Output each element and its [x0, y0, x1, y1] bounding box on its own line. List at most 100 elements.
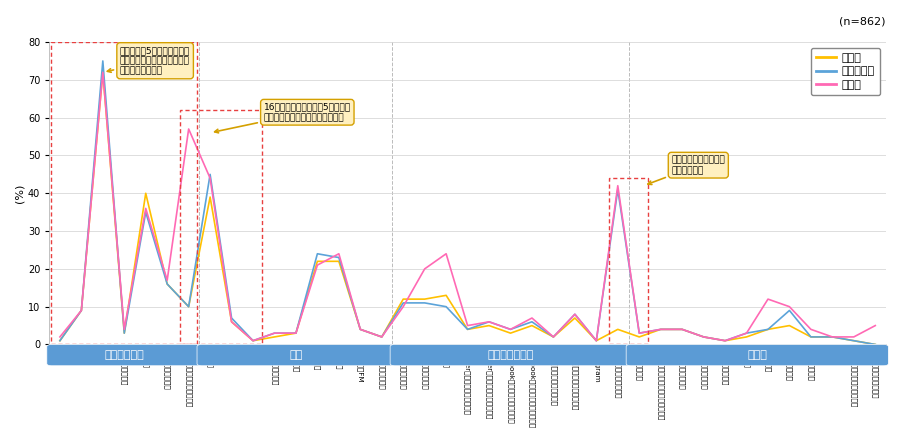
- Text: 時間がたっても利用数
が変化しない: 時間がたっても利用数 が変化しない: [648, 155, 725, 184]
- 復旧期: [762, 296, 773, 302]
- 応急対応期: [869, 342, 880, 347]
- 応急対応期: [655, 326, 666, 332]
- 復旧期: [720, 338, 731, 343]
- 発災時: [827, 334, 838, 340]
- 発災時: [805, 334, 816, 340]
- 復旧期: [248, 338, 259, 343]
- 発災時: [76, 308, 86, 313]
- 発災時: [419, 296, 430, 302]
- Text: その他: その他: [747, 350, 767, 360]
- 発災時: [119, 330, 130, 336]
- 復旧期: [742, 330, 752, 336]
- 復旧期: [97, 70, 108, 75]
- 応急対応期: [548, 334, 559, 340]
- 発災時: [720, 338, 731, 343]
- 復旧期: [377, 334, 387, 340]
- 復旧期: [633, 330, 644, 336]
- 応急対応期: [141, 210, 151, 215]
- 応急対応期: [183, 304, 194, 309]
- 復旧期: [76, 308, 86, 313]
- 発災時: [698, 334, 709, 340]
- 発災時: [355, 326, 366, 332]
- Bar: [51, 42, 197, 345]
- Text: 電話・メール: 電話・メール: [105, 350, 144, 360]
- 復旧期: [119, 326, 130, 332]
- 応急対応期: [613, 187, 623, 192]
- 復旧期: [419, 266, 430, 272]
- 応急対応期: [333, 255, 344, 260]
- 発災時: [441, 293, 451, 298]
- 応急対応期: [312, 251, 323, 256]
- 応急対応期: [762, 326, 773, 332]
- 応急対応期: [462, 326, 473, 332]
- 復旧期: [505, 326, 516, 332]
- 発災時: [484, 323, 495, 328]
- 応急対応期: [97, 58, 108, 64]
- Text: 放送: 放送: [289, 350, 303, 360]
- Bar: [609, 178, 648, 345]
- 発災時: [762, 326, 773, 332]
- 発災時: [333, 259, 344, 264]
- 応急対応期: [784, 308, 795, 313]
- Y-axis label: (%): (%): [15, 183, 25, 203]
- 復旧期: [269, 330, 280, 336]
- 発災時: [462, 326, 473, 332]
- 応急対応期: [484, 319, 495, 324]
- 発災時: [677, 326, 687, 332]
- 復旧期: [54, 334, 65, 340]
- 応急対応期: [827, 334, 838, 340]
- 発災時: [97, 70, 108, 75]
- 復旧期: [849, 334, 860, 340]
- 応急対応期: [162, 281, 173, 287]
- 復旧期: [591, 338, 602, 343]
- 発災時: [526, 323, 537, 328]
- 応急対応期: [226, 315, 237, 321]
- 発災時: [269, 334, 280, 340]
- 復旧期: [226, 319, 237, 324]
- 復旧期: [698, 334, 709, 340]
- 応急対応期: [677, 326, 687, 332]
- 発災時: [377, 334, 387, 340]
- 発災時: [548, 334, 559, 340]
- 発災時: [613, 326, 623, 332]
- 発災時: [591, 338, 602, 343]
- 応急対応期: [54, 338, 65, 343]
- 発災時: [162, 281, 173, 287]
- 応急対応期: [398, 300, 409, 306]
- 復旧期: [677, 326, 687, 332]
- 発災時: [141, 190, 151, 196]
- 復旧期: [548, 334, 559, 340]
- 応急対応期: [248, 338, 259, 343]
- 応急対応期: [269, 330, 280, 336]
- 発災時: [569, 315, 580, 321]
- Text: インターネット: インターネット: [487, 350, 533, 360]
- 復旧期: [784, 304, 795, 309]
- 復旧期: [162, 278, 173, 283]
- 復旧期: [827, 334, 838, 340]
- 応急対応期: [290, 330, 301, 336]
- 発災時: [54, 338, 65, 343]
- 復旧期: [484, 319, 495, 324]
- 復旧期: [869, 323, 880, 328]
- 復旧期: [613, 183, 623, 188]
- 復旧期: [569, 311, 580, 317]
- 応急対応期: [377, 334, 387, 340]
- Line: 発災時: 発災時: [59, 72, 875, 345]
- 応急対応期: [119, 330, 130, 336]
- 発災時: [655, 326, 666, 332]
- 応急対応期: [419, 300, 430, 306]
- 応急対応期: [526, 319, 537, 324]
- 復旧期: [141, 206, 151, 211]
- 復旧期: [462, 323, 473, 328]
- 応急対応期: [569, 311, 580, 317]
- 応急対応期: [355, 326, 366, 332]
- 復旧期: [290, 330, 301, 336]
- Text: (n=862): (n=862): [840, 17, 886, 27]
- 復旧期: [355, 326, 366, 332]
- 復旧期: [441, 251, 451, 256]
- 復旧期: [183, 126, 194, 132]
- Line: 復旧期: 復旧期: [59, 72, 875, 341]
- Text: 発生時から5月末まで最も利
用が多く、時間がたっても利
用数が変化しない: 発生時から5月末まで最も利 用が多く、時間がたっても利 用数が変化しない: [107, 46, 190, 76]
- 応急対応期: [76, 308, 86, 313]
- 発災時: [505, 330, 516, 336]
